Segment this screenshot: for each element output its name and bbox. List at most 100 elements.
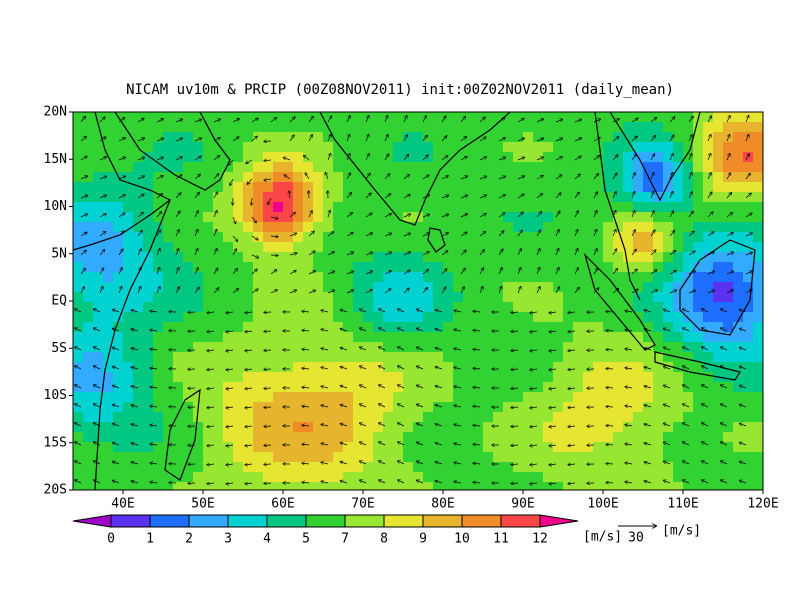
field-cell [243,472,254,483]
field-cell [373,312,384,323]
field-cell [183,312,194,323]
field-cell [113,212,124,223]
wind-arrow [360,423,367,427]
field-cell [643,412,654,423]
wind-arrow [454,367,462,369]
field-cell [693,382,704,393]
field-cell [543,342,554,353]
wind-arrow [663,404,671,408]
field-cell [213,412,224,423]
field-cell [513,262,524,273]
wind-arrow [289,135,294,142]
field-cell [213,342,224,353]
field-cell [593,272,604,283]
field-cell [493,252,504,263]
field-cell [203,442,214,453]
field-cell [473,352,484,363]
field-cell [513,302,524,313]
field-cell [383,222,394,233]
field-cell [403,322,414,333]
field-cell [493,292,504,303]
field-cell [383,272,394,283]
wind-arrow [302,349,310,350]
field-cell [563,122,574,133]
field-cell [493,262,504,273]
field-cell [713,402,724,413]
field-cell [293,412,304,423]
field-cell [713,212,724,223]
field-cell [653,132,664,143]
field-cell [83,322,94,333]
field-cell [723,342,734,353]
field-cell [553,192,564,203]
field-cell [293,242,304,253]
wind-arrow [574,119,581,123]
field-cell [103,222,114,233]
field-cell [93,472,104,483]
field-cell [693,482,704,490]
field-cell [663,152,674,163]
field-cell [683,362,694,373]
field-cell [103,252,114,263]
field-cell [143,422,154,433]
field-cell [563,422,574,433]
field-cell [563,302,574,313]
field-cell [433,262,444,273]
field-cell [433,422,444,433]
wind-arrow [441,251,448,256]
field-cell [383,212,394,223]
field-cell [383,242,394,253]
field-cell [703,392,714,403]
wind-arrow [530,312,538,313]
field-cell [333,192,344,203]
wind-arrow [574,192,579,199]
field-cell [703,242,714,253]
wind-arrow [94,328,101,332]
field-cell [643,452,654,463]
field-cell [493,142,504,153]
field-cell [263,342,274,353]
field-cell [83,312,94,323]
field-cell [333,312,344,323]
field-cell [203,452,214,463]
field-cell [523,282,534,293]
wind-arrow [726,173,731,180]
wind-arrow [479,117,485,123]
field-cell [223,312,234,323]
field-cell [273,282,284,293]
field-cell [453,132,464,143]
field-cell [383,462,394,473]
field-cell [593,182,604,193]
field-cell [663,132,674,143]
wind-arrow [498,118,505,123]
field-cell [633,372,644,383]
wind-arrow [194,156,201,161]
field-cell [433,322,444,333]
field-cell [323,482,334,490]
wind-arrow [270,255,278,256]
field-cell [493,372,504,383]
wind-arrow [536,119,543,123]
field-cell [453,172,464,183]
field-cell [153,422,164,433]
wind-arrow [245,369,253,370]
field-cell [563,322,574,333]
field-cell [203,382,214,393]
lat-label: 10N [44,199,67,214]
field-cell [513,112,524,123]
field-cell [383,482,394,490]
field-cell [543,452,554,463]
field-cell [713,342,724,353]
field-cell [93,422,104,433]
wind-arrow [360,385,367,389]
field-cell [623,342,634,353]
field-cell [353,132,364,143]
field-cell [713,362,724,373]
field-cell [183,412,194,423]
field-cell [443,452,454,463]
field-cell [533,202,544,213]
field-cell [543,122,554,133]
field-cell [343,332,354,343]
field-cell [643,332,654,343]
field-cell [293,182,304,193]
